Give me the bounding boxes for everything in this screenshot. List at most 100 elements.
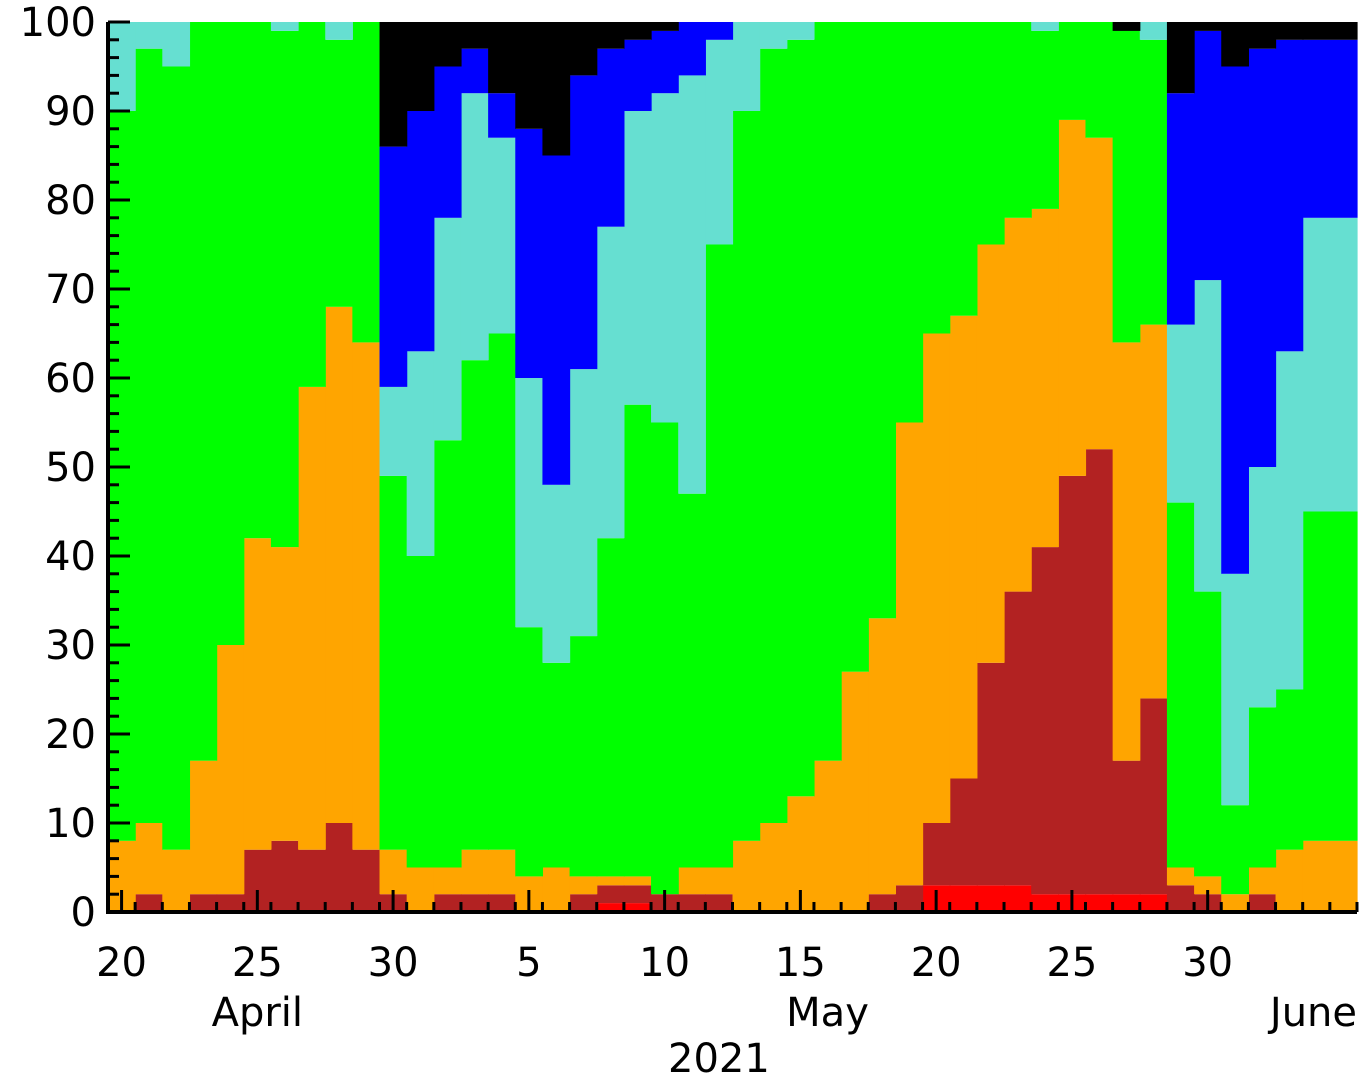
bar-segment — [732, 840, 761, 912]
bar-segment — [1275, 351, 1304, 690]
bar-segment — [1275, 22, 1304, 40]
bar-segment — [976, 885, 1005, 912]
bar-segment — [162, 849, 191, 912]
axis-labels: 0 10 20 30 40 50 60 70 80 90 100 20 25 30 5 10 15 20 25 30 A… — [20, 0, 1357, 1081]
bar-segment — [596, 48, 625, 227]
bar-segment — [108, 111, 136, 841]
bar-segment — [1166, 22, 1195, 94]
bar-segment — [1275, 39, 1304, 352]
bar-segment — [651, 422, 679, 895]
bar-segment — [705, 244, 734, 868]
bar-segment — [623, 39, 652, 111]
bar-segment — [1194, 30, 1222, 281]
bar-segment — [352, 849, 381, 912]
bar-segment — [135, 823, 163, 895]
bar-segment — [596, 226, 625, 539]
bar-segment — [1194, 876, 1222, 895]
bar-segment — [1139, 39, 1168, 325]
bar-segment — [1221, 805, 1249, 895]
bar-segment — [189, 894, 218, 912]
bar-segment — [705, 39, 734, 245]
x-tick-label: 5 — [516, 940, 541, 986]
y-tick-label: 70 — [45, 267, 96, 313]
bar-segment — [569, 22, 598, 76]
bar-segment — [270, 547, 299, 841]
y-tick-label: 50 — [45, 445, 96, 491]
bar-segment — [298, 849, 326, 912]
bar-segment — [1166, 867, 1195, 886]
bar-segment — [1139, 894, 1168, 912]
bar-segment — [596, 876, 625, 886]
bar-segment — [569, 369, 598, 637]
bar-segment — [976, 22, 1005, 245]
bar-segment — [1031, 894, 1059, 912]
y-tick-label: 30 — [45, 623, 96, 669]
bar-segment — [678, 22, 706, 76]
bar-segment — [515, 128, 544, 378]
bar-segment — [569, 894, 598, 912]
bar-segment — [623, 404, 652, 877]
bar-segment — [488, 93, 516, 138]
bar-segment — [976, 662, 1005, 886]
bar-segment — [488, 137, 516, 334]
bar-segment — [651, 93, 679, 423]
bar-segment — [488, 894, 516, 912]
bar-segment — [895, 22, 924, 423]
bar-segment — [705, 867, 734, 895]
bar-segment — [949, 315, 978, 779]
bar-segment — [732, 111, 761, 841]
bar-segment — [135, 22, 163, 49]
bar-segment — [1221, 22, 1249, 67]
bar-segment — [705, 894, 734, 912]
bar-segment — [596, 22, 625, 49]
bar-segment — [623, 903, 652, 912]
bar-segment — [1031, 30, 1059, 209]
bar-segment — [379, 475, 408, 850]
bar-segment — [786, 39, 815, 797]
bar-segment — [379, 146, 408, 387]
bar-segment — [1221, 66, 1249, 574]
bar-segment — [1302, 511, 1358, 841]
bar-segment — [623, 876, 652, 886]
bar-segment — [678, 75, 706, 494]
bar-segment — [189, 22, 218, 761]
bar-segment — [433, 440, 462, 868]
x-tick-label: 30 — [368, 940, 419, 986]
bar-segment — [1302, 217, 1358, 512]
bar-segment — [1085, 22, 1114, 138]
bar-segment — [569, 636, 598, 877]
bar-segment — [216, 645, 245, 895]
bar-segment — [379, 849, 408, 895]
bar-segment — [1085, 449, 1114, 895]
bar-segment — [216, 894, 245, 912]
bar-segment — [1166, 885, 1195, 912]
bar-segment — [162, 22, 191, 67]
y-tick-label: 80 — [45, 178, 96, 224]
x-tick-label: 10 — [639, 940, 690, 986]
bar-segment — [678, 867, 706, 895]
bar-segment — [678, 493, 706, 868]
data-bars — [108, 22, 1358, 912]
bar-segment — [1031, 208, 1059, 548]
bar-segment — [1166, 502, 1195, 868]
bar-segment — [460, 22, 489, 49]
bar-segment — [433, 217, 462, 441]
x-month-label: April — [212, 990, 303, 1036]
bar-segment — [298, 386, 326, 850]
bar-segment — [1194, 22, 1222, 31]
bar-segment — [1194, 280, 1222, 592]
x-year-label: 2021 — [668, 1036, 770, 1081]
bar-segment — [1166, 93, 1195, 325]
bar-segment — [1248, 707, 1277, 868]
bar-segment — [596, 538, 625, 877]
bar-segment — [379, 386, 408, 476]
bar-segment — [922, 22, 951, 334]
bar-segment — [841, 671, 869, 912]
bar-segment — [759, 823, 788, 912]
bar-segment — [596, 903, 625, 912]
bar-segment — [1085, 137, 1114, 450]
bar-segment — [135, 48, 163, 823]
bar-segment — [243, 22, 272, 539]
bar-segment — [406, 867, 435, 912]
